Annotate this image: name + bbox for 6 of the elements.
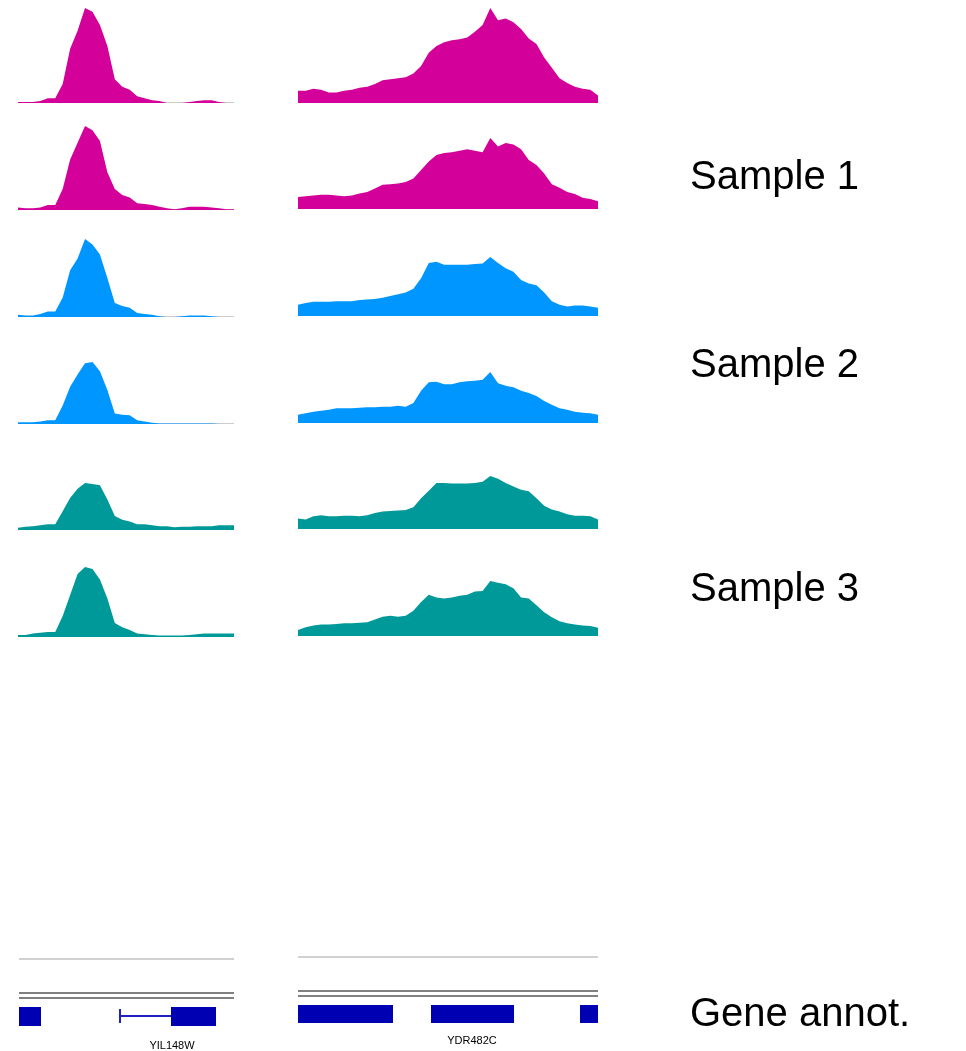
text: Sample 1 <box>690 153 859 197</box>
text: Sample 2 <box>690 341 859 385</box>
text: Gene annot. <box>690 990 911 1034</box>
text: YDR482C <box>447 1034 497 1046</box>
text: YIL148W <box>149 1039 195 1051</box>
text: Sample 3 <box>690 565 859 609</box>
